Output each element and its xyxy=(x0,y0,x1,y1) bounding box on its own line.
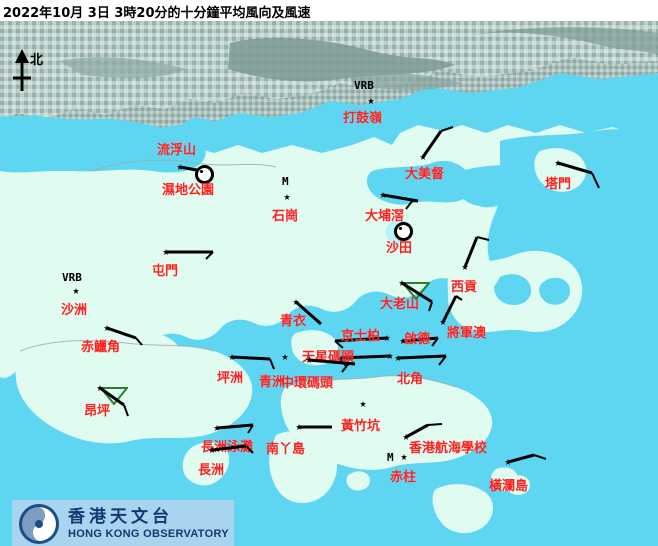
station-triangle-marker-icon xyxy=(87,374,128,405)
station-name-label[interactable]: 啟德 xyxy=(404,332,431,347)
station-name-label[interactable]: 流浮山 xyxy=(157,143,197,158)
station-name-label[interactable]: 石崗 xyxy=(272,209,299,224)
station-point-marker-icon xyxy=(395,355,401,361)
station-name-label[interactable]: 沙田 xyxy=(386,241,413,256)
station-name-label[interactable]: 中環碼頭 xyxy=(281,376,334,391)
north-label: 北 xyxy=(30,53,44,68)
logo-name-en: HONG KONG OBSERVATORY xyxy=(68,527,229,540)
station-name-label[interactable]: 青洲 xyxy=(259,375,286,390)
station-name-label[interactable]: 濕地公園 xyxy=(162,183,215,198)
page-title: 2022年10月 3日 3時20分的十分鐘平均風向及風速 xyxy=(3,6,311,21)
station-name-label[interactable]: 北角 xyxy=(397,372,424,387)
station-name-label[interactable]: 大埔滘 xyxy=(365,209,405,224)
logo-name-zh: 香港天文台 xyxy=(68,506,173,527)
title-bar: 2022年10月 3日 3時20分的十分鐘平均風向及風速 xyxy=(0,0,658,21)
station-point-marker-icon xyxy=(368,98,374,104)
station-name-label[interactable]: 黃竹坑 xyxy=(341,419,381,434)
station-wind-flag: M xyxy=(387,451,394,464)
station-point-marker-icon xyxy=(282,354,288,360)
station-name-label[interactable]: 長洲 xyxy=(198,463,225,478)
station-name-label[interactable]: 塔門 xyxy=(545,177,572,192)
map-geography xyxy=(0,21,658,546)
station-name-label[interactable]: 南丫島 xyxy=(266,442,306,457)
station-name-label[interactable]: 赤柱 xyxy=(390,470,417,485)
north-arrow-icon xyxy=(13,49,31,91)
station-name-label[interactable]: 屯門 xyxy=(152,264,179,279)
station-name-label[interactable]: 西貢 xyxy=(451,280,478,295)
station-name-label[interactable]: 坪洲 xyxy=(217,371,244,386)
station-wind-flag: VRB xyxy=(354,79,374,92)
station-ring-marker-icon xyxy=(394,222,413,241)
station-name-label[interactable]: 大老山 xyxy=(380,297,420,312)
station-point-marker-icon xyxy=(360,401,366,407)
station-name-label[interactable]: 將軍澳 xyxy=(447,326,487,341)
hko-logo: 香港天文台 HONG KONG OBSERVATORY xyxy=(12,500,234,546)
station-point-marker-icon xyxy=(284,194,290,200)
station-name-label[interactable]: 京士柏 xyxy=(341,329,381,344)
station-wind-flag: M xyxy=(282,175,289,188)
north-arrow: 北 xyxy=(6,47,62,95)
station-name-label[interactable]: 青衣 xyxy=(280,314,307,329)
station-point-marker-icon xyxy=(73,288,79,294)
station-name-label[interactable]: 香港航海學校 xyxy=(409,441,488,456)
station-point-marker-icon xyxy=(401,454,407,460)
station-name-label[interactable]: 橫瀾島 xyxy=(489,479,529,494)
hko-swirl-logo-icon xyxy=(16,503,62,545)
station-wind-flag: VRB xyxy=(62,271,82,284)
station-name-label[interactable]: 赤鱲角 xyxy=(81,340,121,355)
station-name-label[interactable]: 打鼓嶺 xyxy=(343,111,383,126)
station-name-label[interactable]: 沙洲 xyxy=(61,303,88,318)
station-triangle-marker-icon xyxy=(389,269,430,300)
station-ring-marker-icon xyxy=(195,165,214,184)
map-canvas[interactable]: 北 VRB 打鼓嶺流浮山濕地公園 M 石崗 大美督塔門大埔滘沙田屯門西貢 VRB 沙洲 大老山… xyxy=(0,21,658,546)
station-name-label[interactable]: 昂坪 xyxy=(84,404,111,419)
station-name-label[interactable]: 大美督 xyxy=(405,167,445,182)
